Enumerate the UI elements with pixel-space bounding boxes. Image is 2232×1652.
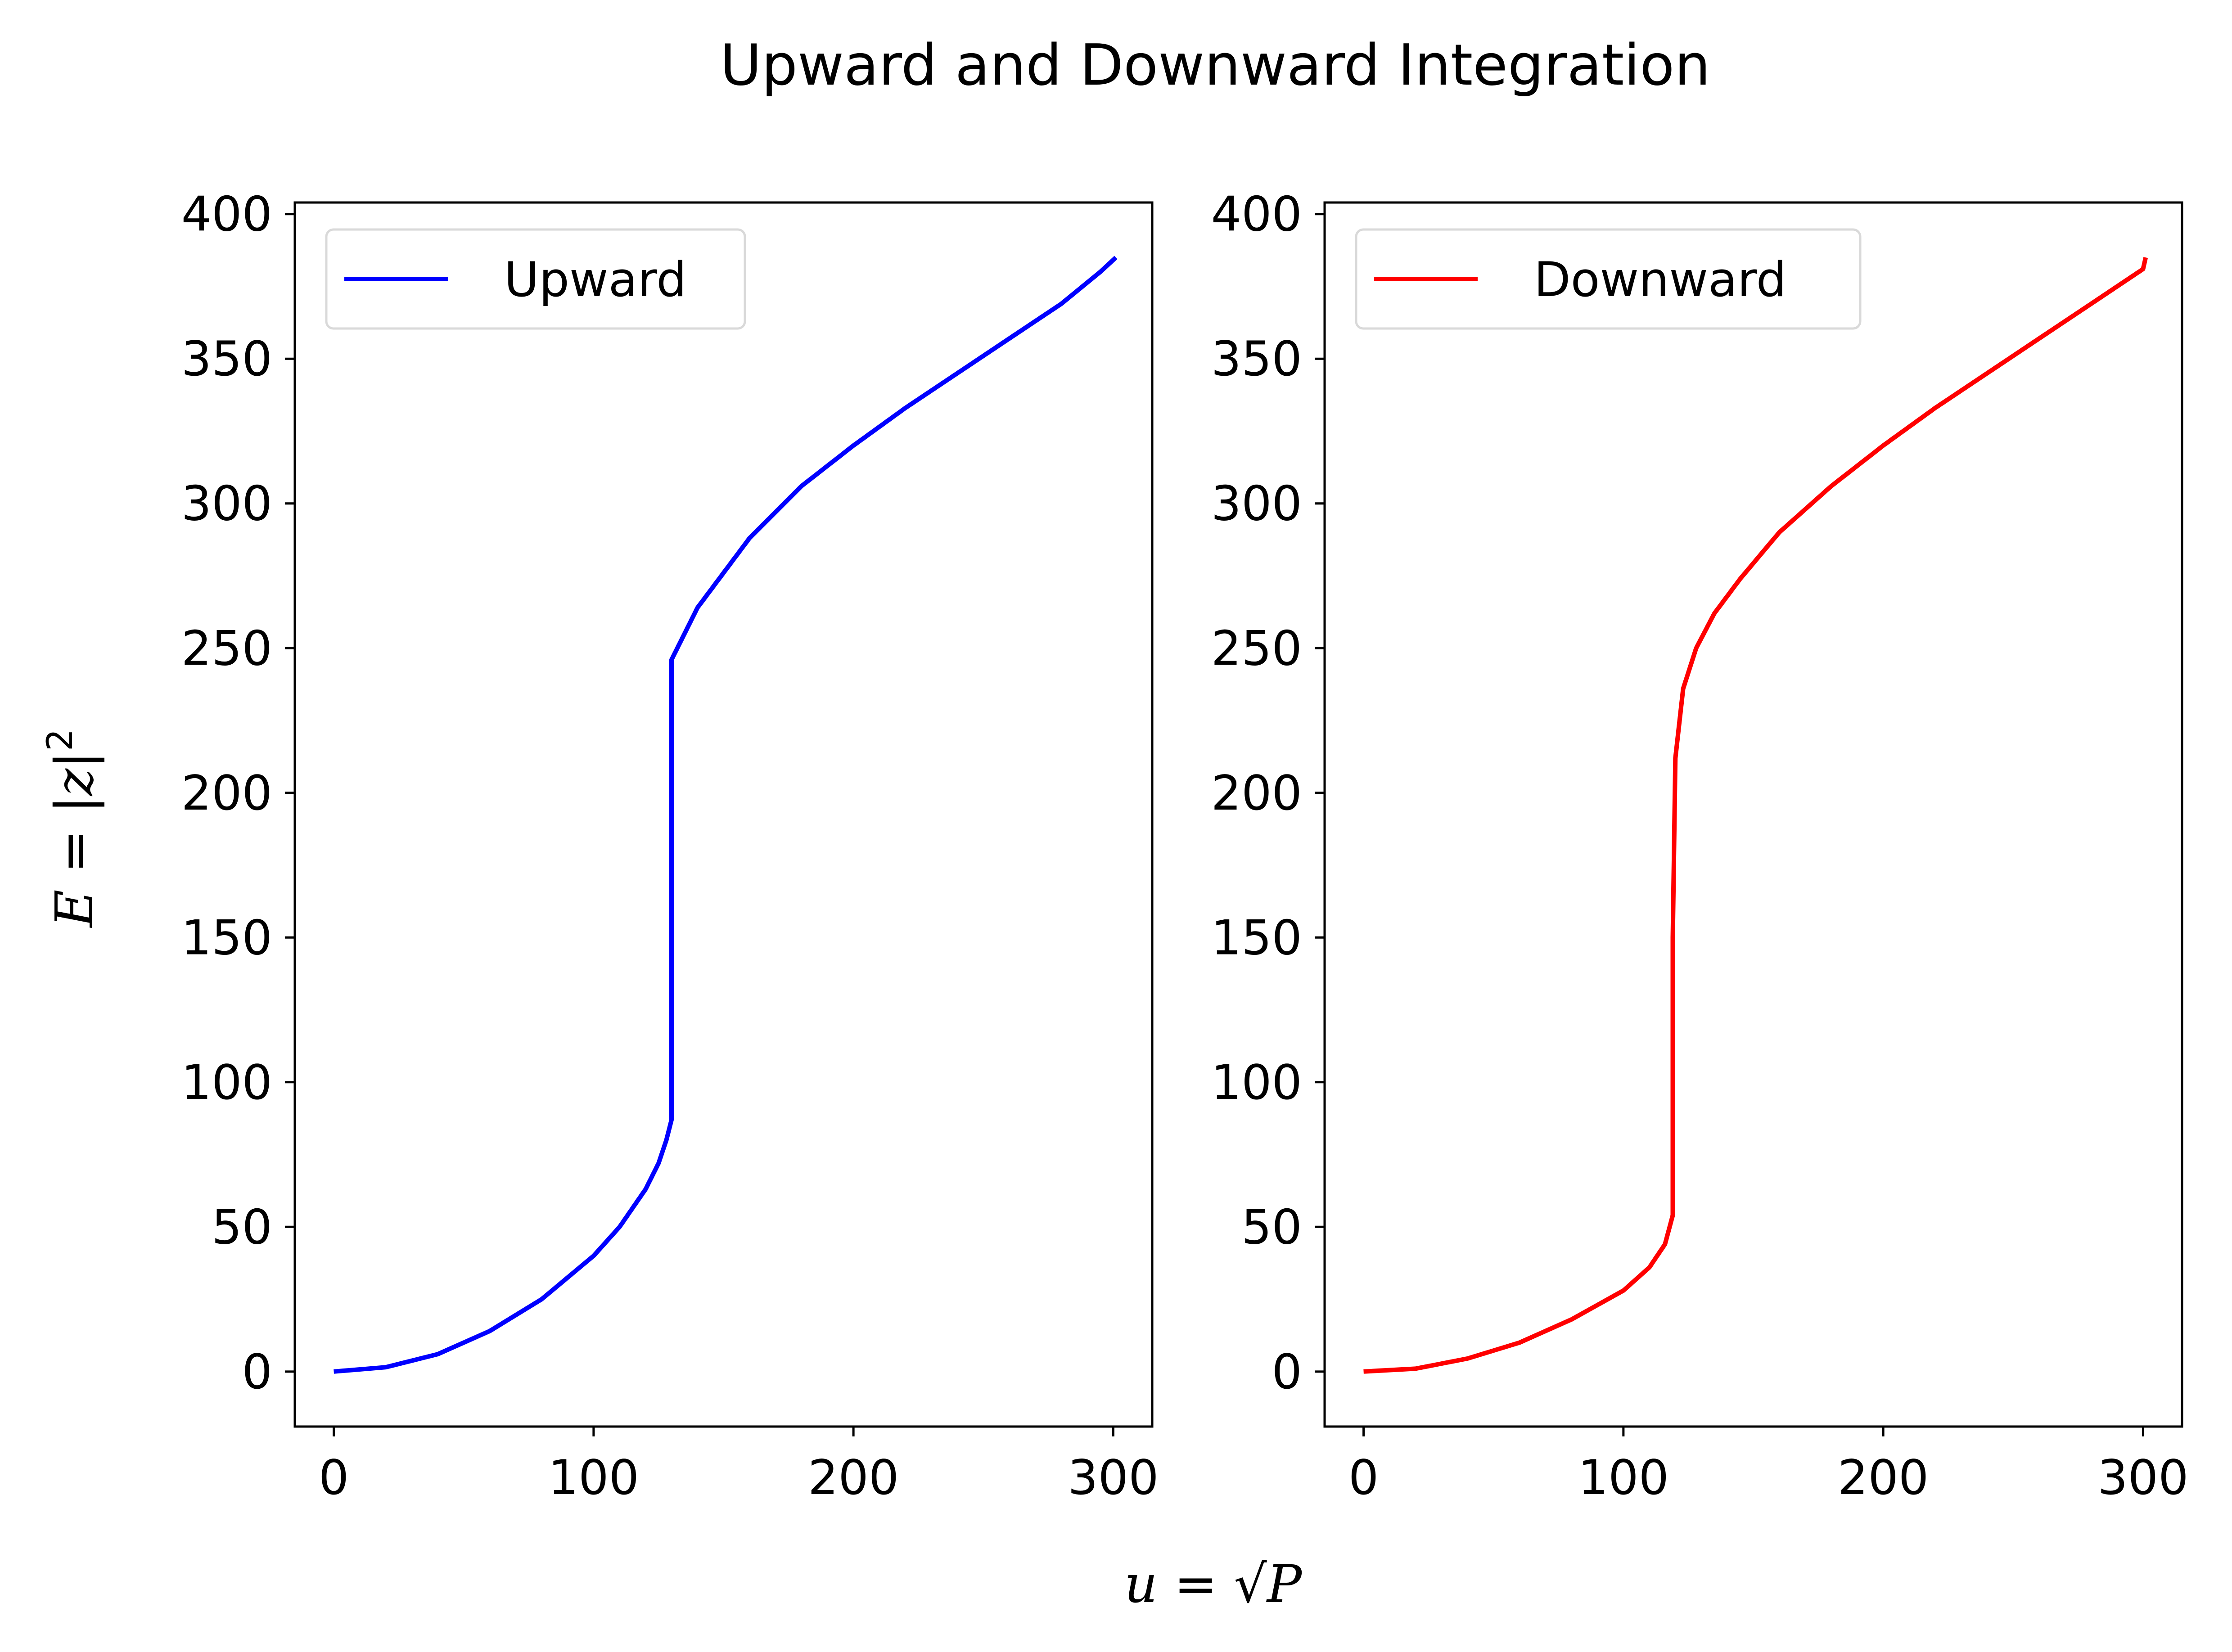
x-tick-label: 100 [548, 1450, 639, 1505]
axes-frame [1323, 201, 2183, 1428]
x-tick-label: 300 [2097, 1450, 2188, 1505]
x-tick-label: 0 [1348, 1450, 1379, 1505]
y-tick-label: 0 [1272, 1344, 1302, 1400]
figure-title: Upward and Downward Integration [720, 32, 1710, 98]
y-tick-label: 350 [1211, 331, 1302, 387]
y-tick-label: 250 [181, 621, 272, 676]
x-tick-label: 200 [1838, 1450, 1929, 1505]
series-line-upward [334, 256, 1118, 1374]
y-tick-label: 50 [212, 1199, 272, 1255]
y-tick-label: 400 [1211, 187, 1302, 242]
y-tick-label: 350 [181, 331, 272, 387]
legend-box [325, 228, 746, 330]
y-tick-label: 200 [1211, 765, 1302, 821]
legend-label: Upward [504, 252, 687, 307]
y-tick-label: 300 [1211, 476, 1302, 531]
legend-label: Downward [1534, 252, 1786, 307]
legend-box [1355, 228, 1862, 330]
y-tick-label: 400 [181, 187, 272, 242]
y-tick-label: 100 [181, 1055, 272, 1110]
axes-frame [293, 201, 1154, 1428]
x-tick-label: 100 [1578, 1450, 1669, 1505]
y-tick-label: 100 [1211, 1055, 1302, 1110]
y-tick-label: 250 [1211, 621, 1302, 676]
y-tick-label: 200 [181, 765, 272, 821]
y-tick-label: 0 [242, 1344, 272, 1400]
upward-panel: 0 100 200 300 0 50 100 150 200 250 300 350 400 Upward [181, 187, 1159, 1505]
y-tick-label: 150 [181, 910, 272, 965]
y-tick-label: 300 [181, 476, 272, 531]
x-tick-label: 200 [808, 1450, 899, 1505]
x-axis-label: u = √P [1124, 1554, 1303, 1615]
x-tick-label: 0 [319, 1450, 349, 1505]
downward-panel: 0 100 200 300 0 50 100 150 200 250 300 350 400 Downwa… [1211, 187, 2189, 1505]
y-tick-label: 150 [1211, 910, 1302, 965]
y-tick-label: 50 [1241, 1199, 1302, 1255]
x-tick-label: 300 [1068, 1450, 1159, 1505]
series-line-downward [1363, 257, 2148, 1374]
y-axis-label: E = |z|2 [40, 729, 105, 928]
